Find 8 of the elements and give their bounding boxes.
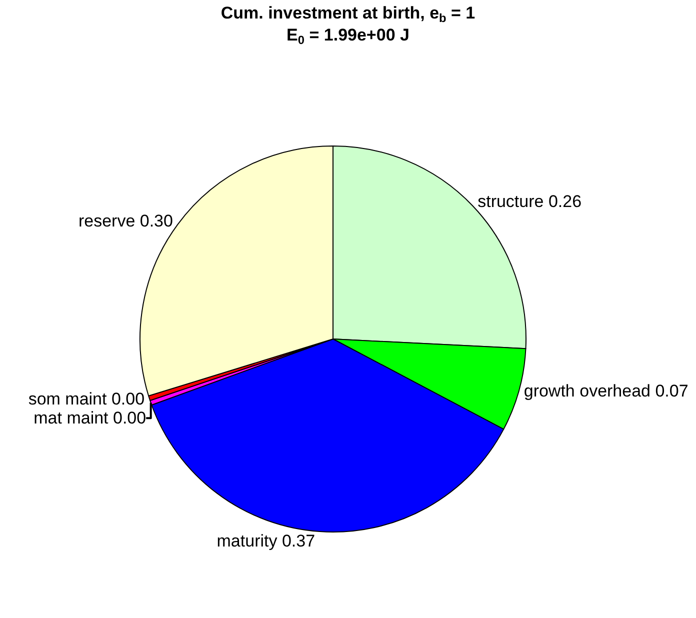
slice-label: reserve 0.30 bbox=[78, 212, 173, 231]
slice-label: maturity 0.37 bbox=[216, 532, 316, 550]
chart-title: Cum. investment at birth, e$_{b}$ = 1 bbox=[220, 4, 476, 26]
slice-label: mat maint 0.00 bbox=[34, 408, 146, 428]
slice-label: growth overhead 0.07 bbox=[524, 381, 688, 400]
slice-label: som maint 0.00 bbox=[28, 390, 145, 409]
slice-label: structure 0.26 bbox=[478, 192, 582, 211]
chart-subtitle: E$_{0}$ = 1.99e+00 J bbox=[286, 26, 410, 48]
